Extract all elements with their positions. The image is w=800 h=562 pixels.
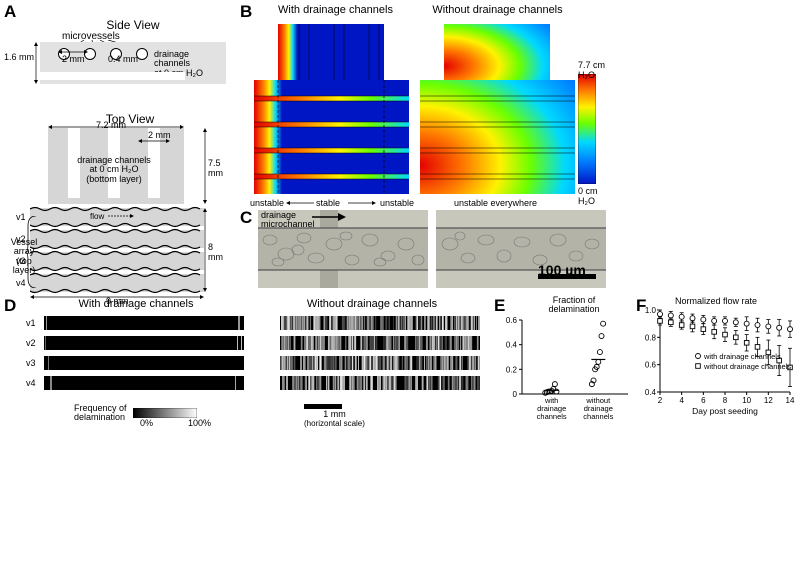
svg-text:without drainage channels: without drainage channels (703, 362, 791, 371)
svg-text:6: 6 (701, 396, 706, 405)
top-view-stack: drainage channels at 0 cm H₂O (bottom la… (30, 128, 204, 298)
e-title: Fraction of delamination (524, 296, 624, 314)
svg-text:10: 10 (742, 396, 751, 405)
panel-c-label: C (240, 208, 252, 228)
dim-04mm: 0.4 mm (108, 54, 138, 64)
dim-2mm-arrows (58, 48, 88, 56)
panel-f: F Normalized flow rate 0.4 0.6 0.8 1.0 2 4 6 8 1… (636, 296, 796, 426)
drain-label-top: drainage channels at 0 cm H₂O (bottom la… (64, 156, 164, 184)
d-legend-min: 0% (140, 418, 153, 428)
d-row-v4-label: v4 (26, 378, 36, 388)
panel-a-label: A (4, 2, 16, 22)
svg-text:1.0: 1.0 (645, 306, 657, 315)
d-row (44, 356, 244, 370)
d-title-with: With drainage channels (26, 298, 246, 310)
d-row (44, 336, 244, 350)
heatmap-without (420, 24, 575, 194)
svg-text:0.4: 0.4 (645, 388, 657, 397)
b-unstable-right: unstable (380, 198, 414, 208)
panel-b-label: B (240, 2, 252, 22)
d-row-v3-label: v3 (26, 358, 36, 368)
v4-label: v4 (16, 278, 26, 288)
stable-arrow-right (346, 200, 376, 206)
svg-text:0.2: 0.2 (506, 365, 518, 374)
panel-d-label: D (4, 296, 16, 316)
svg-text:0.8: 0.8 (645, 333, 657, 342)
svg-text:12: 12 (764, 396, 773, 405)
b-title-with: With drainage channels (258, 4, 413, 16)
d-row (280, 356, 480, 370)
colorbar-max: 7.7 cm H₂O (578, 60, 610, 80)
svg-text:8: 8 (723, 396, 728, 405)
colorbar-min: 0 cm H₂O (578, 186, 610, 206)
top-view: Top View drainage channels at 0 cm H₂O (… (30, 112, 230, 298)
b-stable: stable (316, 198, 340, 208)
micrograph-with: drainage microchannel (258, 210, 428, 288)
panel-e-label: E (494, 296, 505, 316)
d-legend-gradient (133, 408, 197, 418)
d-scalebar-label: 1 mm (304, 409, 365, 419)
drainage-arrow-icon (312, 213, 346, 221)
panel-d: D With drainage channels Without drainag… (4, 296, 490, 436)
b-unstable-left: unstable (250, 198, 284, 208)
v1-label: v1 (16, 212, 26, 222)
panel-b: B With drainage channels Without drainag… (240, 2, 610, 202)
d-scalebar-note: (horizontal scale) (304, 419, 365, 428)
d-legend: Frequency of delamination 0% 100% (74, 404, 201, 422)
d-row (280, 336, 480, 350)
panel-e: E Fraction of delamination 00.20.40.6wit… (494, 296, 634, 426)
flow-label: flow (90, 212, 104, 221)
drainage-bar (40, 72, 185, 80)
side-view-title: Side View (40, 18, 226, 32)
svg-text:0: 0 (513, 390, 518, 399)
svg-text:with drainage channels: with drainage channels (703, 352, 781, 361)
svg-text:0.6: 0.6 (645, 361, 657, 370)
svg-text:0.4: 0.4 (506, 341, 518, 350)
d-legend-label: Frequency of delamination (74, 404, 127, 422)
f-title: Normalized flow rate (656, 296, 776, 306)
scalebar-label: 100 µm (538, 262, 586, 278)
svg-text:channels: channels (583, 412, 613, 421)
d-legend-max: 100% (188, 418, 211, 428)
d-title-without: Without drainage channels (262, 298, 482, 310)
wavy-edge (30, 272, 204, 278)
dim-16mm-arrows (32, 42, 40, 84)
d-row-v2-label: v2 (26, 338, 36, 348)
wavy-edge (30, 206, 204, 212)
wavy-edge (30, 228, 204, 234)
e-chart: 00.20.40.6withdrainagechannelswithoutdra… (494, 296, 634, 426)
dim-8mm-arrows (202, 208, 208, 292)
side-view: Side View microvessels drainage channels… (40, 18, 226, 32)
svg-text:0.6: 0.6 (506, 316, 518, 325)
svg-text:channels: channels (537, 412, 567, 421)
panel-f-label: F (636, 296, 646, 316)
dim-8mm: 8 mm (208, 242, 223, 262)
d-row-v1-label: v1 (26, 318, 36, 328)
panel-a: A Side View microvessels drainage channe… (4, 2, 234, 282)
svg-text:14: 14 (786, 396, 795, 405)
vessel-array-brace (26, 216, 40, 288)
d-row (280, 376, 480, 390)
dim-2mm-top-arrows (138, 138, 170, 144)
f-chart: 0.4 0.6 0.8 1.0 2 4 6 8 10 12 14 Day post seeding wi… (636, 296, 796, 426)
wavy-edge (30, 250, 204, 256)
d-scalebar-group: 1 mm (horizontal scale) (304, 404, 365, 428)
svg-text:Day post seeding: Day post seeding (692, 406, 758, 416)
svg-text:2: 2 (658, 396, 663, 405)
b-title-without: Without drainage channels (420, 4, 575, 16)
dim-75mm: 7.5 mm (208, 158, 223, 178)
stable-arrow-left (286, 200, 316, 206)
colorbar (578, 74, 596, 184)
dim-75mm-arrows (202, 128, 208, 204)
b-unstable-everywhere: unstable everywhere (454, 198, 537, 208)
d-row (44, 376, 244, 390)
heatmap-with (254, 24, 409, 194)
panel-c: C drainage microchannel (240, 210, 610, 294)
d-row (44, 316, 244, 330)
flow-arrow-icon (108, 214, 134, 218)
drainage-microchannel-label: drainage microchannel (261, 211, 315, 229)
d-row (280, 316, 480, 330)
svg-text:4: 4 (679, 396, 684, 405)
dim-16mm: 1.6 mm (4, 52, 34, 62)
